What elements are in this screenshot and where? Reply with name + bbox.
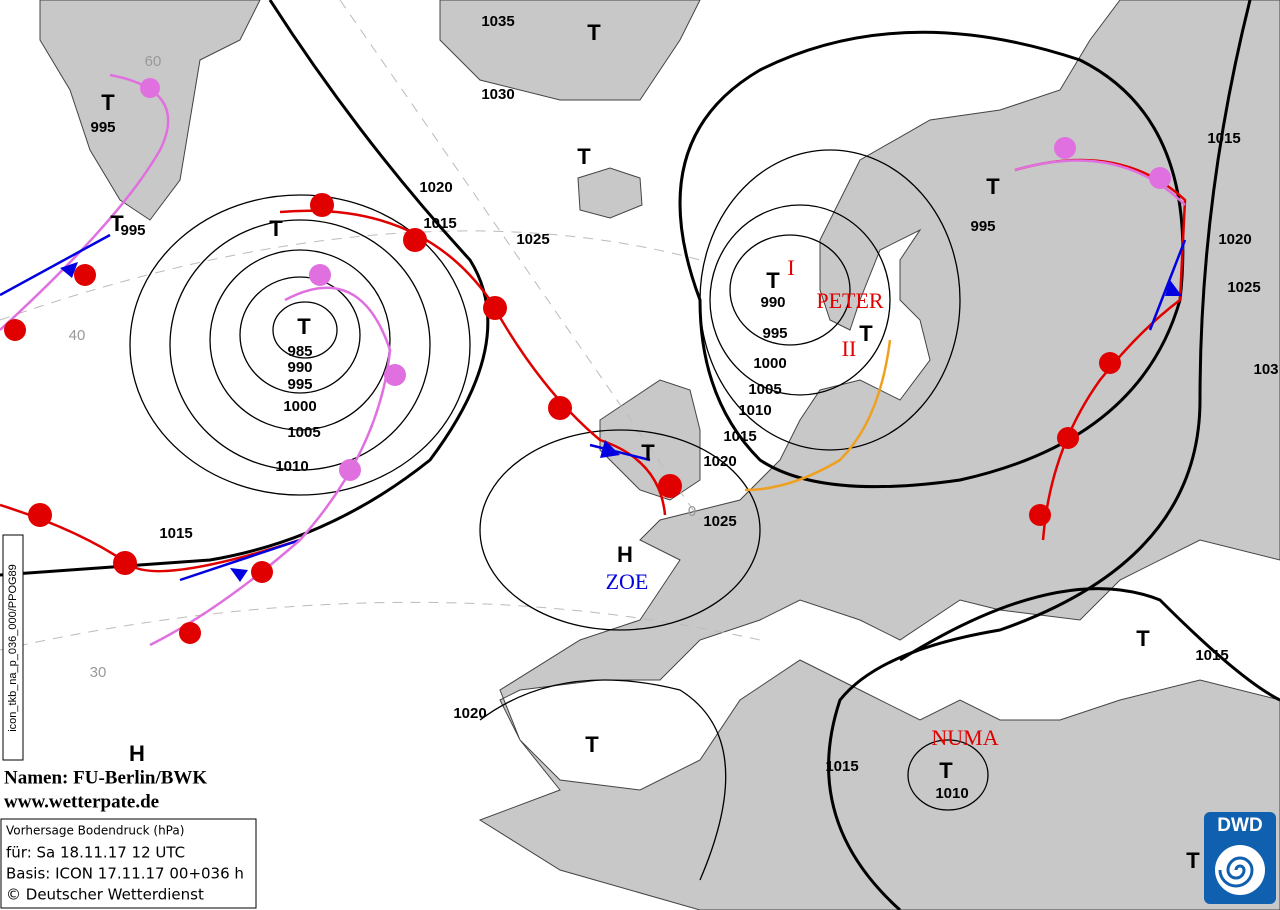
- credit: Namen: FU-Berlin/BWK: [4, 767, 207, 788]
- isobar-label: 990: [287, 359, 312, 376]
- isobar-label: 1015: [159, 525, 192, 542]
- land: [39, 0, 1280, 910]
- graticule: [0, 0, 761, 651]
- isobar-label: 1010: [935, 785, 968, 802]
- isobar-label: 995: [762, 325, 787, 342]
- info-line: Basis: ICON 17.11.17 00+036 h: [6, 865, 244, 883]
- fronts: [0, 73, 1187, 647]
- pressure-center: T: [269, 216, 283, 241]
- isobar-label: 103: [1253, 361, 1278, 378]
- isobar-label: 1015: [423, 215, 456, 232]
- pressure-center: H: [129, 741, 145, 766]
- system-name: ZOE: [606, 569, 649, 594]
- isobar-label: 995: [120, 222, 145, 239]
- grid-label: 0: [688, 503, 696, 520]
- isobar-label: 1025: [703, 513, 736, 530]
- grid-labels: 60 40 30 0: [69, 53, 697, 681]
- isobar-label: 1005: [287, 424, 320, 441]
- pressure-center: T: [101, 90, 115, 115]
- isobar-labels: 1035 1030 1020 1015 1025 995 995 985 990…: [90, 13, 1278, 802]
- pressure-center: T: [939, 758, 953, 783]
- isobar-label: 1015: [723, 428, 756, 445]
- isobar-label: 1015: [825, 758, 858, 775]
- system-name: II: [842, 336, 857, 361]
- isobar-label: 1020: [703, 453, 736, 470]
- side-label: icon_tkb_na_p_036_000/PPOG89: [7, 564, 19, 732]
- isobar-label: 1020: [453, 705, 486, 722]
- side-label-box: [2, 534, 24, 761]
- info-box: [0, 818, 257, 909]
- grid-label: 30: [90, 664, 107, 681]
- pressure-center: H: [617, 542, 633, 567]
- isobar-label: 1005: [748, 381, 781, 398]
- pressure-center: T: [297, 314, 311, 339]
- isobar-label: 1020: [1218, 231, 1251, 248]
- system-name: NUMA: [931, 725, 998, 750]
- grid-label: 40: [69, 327, 86, 344]
- isobar-label: 995: [90, 119, 115, 136]
- info-line: für: Sa 18.11.17 12 UTC: [6, 844, 185, 862]
- grid-label: 60: [145, 53, 162, 70]
- system-name: I: [787, 255, 794, 280]
- isobar-label: 1015: [1207, 130, 1240, 147]
- pressure-center: T: [587, 20, 601, 45]
- isobar-label: 1010: [275, 458, 308, 475]
- system-name: PETER: [816, 288, 884, 313]
- system-names: I PETER II ZOE NUMA: [606, 255, 999, 750]
- pressure-center: T: [859, 321, 873, 346]
- pressure-center: T: [110, 211, 124, 236]
- logo-text: DWD: [1217, 815, 1262, 836]
- isobar-label: 995: [287, 376, 312, 393]
- pressure-center: T: [585, 732, 599, 757]
- isobar-label: 1025: [1227, 279, 1260, 296]
- pressure-centers: T T T T T T T T T T H T T H T T: [101, 20, 1200, 873]
- pressure-center: T: [986, 174, 1000, 199]
- isobar-label: 1000: [283, 398, 316, 415]
- isobar-label: 1000: [753, 355, 786, 372]
- isobar-label: 990: [760, 294, 785, 311]
- pressure-center: T: [1136, 626, 1150, 651]
- info-line: Vorhersage Bodendruck (hPa): [6, 824, 184, 838]
- isobar-label: 1035: [481, 13, 514, 30]
- isobar-label: 1030: [481, 86, 514, 103]
- pressure-center: T: [641, 440, 655, 465]
- dwd-logo: DWD: [1204, 812, 1276, 904]
- pressure-center: T: [766, 268, 780, 293]
- isobar-label: 1020: [419, 179, 452, 196]
- credit: www.wetterpate.de: [4, 791, 159, 812]
- isobar-label: 1025: [516, 231, 549, 248]
- isobar-label: 1015: [1195, 647, 1228, 664]
- pressure-center: T: [1186, 848, 1200, 873]
- credits-background: [0, 764, 270, 816]
- pressure-center: T: [577, 144, 591, 169]
- isobar-label: 995: [970, 218, 995, 235]
- info-line: © Deutscher Wetterdienst: [6, 886, 204, 904]
- isobar-label: 1010: [738, 402, 771, 419]
- isobar-label: 985: [287, 343, 312, 360]
